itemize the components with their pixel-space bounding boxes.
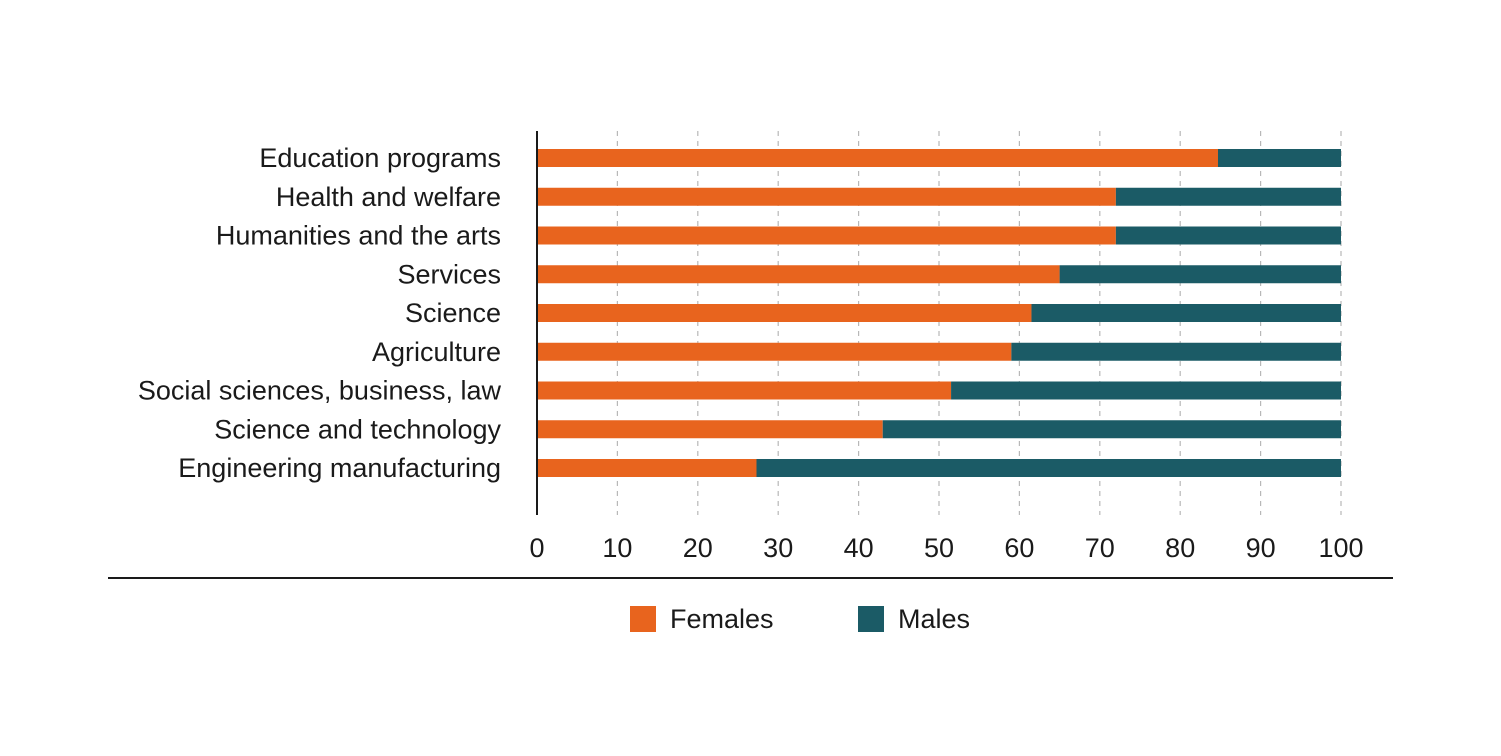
legend-swatch-females	[630, 606, 656, 632]
category-label-7: Science and technology	[214, 414, 501, 444]
category-label-4: Science	[405, 298, 501, 328]
category-label-1: Health and welfare	[276, 182, 501, 212]
category-labels: Education programs Health and welfare Huma…	[138, 143, 502, 483]
bar-females-6	[537, 381, 952, 400]
bar-females-1	[537, 187, 1116, 206]
bar-males-3	[1059, 265, 1341, 284]
legend-swatch-males	[858, 606, 884, 632]
bar-males-0	[1217, 149, 1341, 167]
category-label-0: Education programs	[259, 143, 501, 173]
category-label-8: Engineering manufacturing	[178, 453, 501, 483]
legend-label-females: Females	[670, 604, 774, 634]
category-label-2: Humanities and the arts	[216, 221, 501, 251]
x-tick-label-20: 20	[683, 533, 713, 563]
x-tick-label-0: 0	[529, 533, 544, 563]
bar-males-1	[1115, 187, 1341, 206]
bar-females-7	[537, 420, 883, 439]
bar-females-5	[537, 342, 1012, 361]
x-tick-label-40: 40	[844, 533, 874, 563]
x-tick-label-70: 70	[1085, 533, 1115, 563]
bar-males-8	[756, 459, 1341, 477]
bar-females-4	[537, 304, 1032, 322]
bar-females-2	[537, 226, 1116, 245]
bar-males-6	[951, 381, 1341, 400]
category-label-5: Agriculture	[372, 337, 501, 367]
legend: Females Males	[630, 604, 970, 634]
bar-males-4	[1031, 304, 1341, 322]
bars	[537, 149, 1341, 477]
bar-females-0	[537, 149, 1218, 167]
bar-females-8	[537, 459, 757, 477]
category-label-6: Social sciences, business, law	[138, 376, 502, 406]
category-label-3: Services	[397, 259, 501, 289]
x-tick-labels: 0 10 20 30 40 50 60 70 80 90 100	[529, 533, 1363, 563]
x-tick-label-30: 30	[763, 533, 793, 563]
x-tick-label-10: 10	[602, 533, 632, 563]
x-tick-label-50: 50	[924, 533, 954, 563]
bar-males-5	[1011, 342, 1341, 361]
x-tick-label-100: 100	[1318, 533, 1363, 563]
legend-label-males: Males	[898, 604, 970, 634]
x-tick-label-90: 90	[1246, 533, 1276, 563]
bar-males-2	[1115, 226, 1341, 245]
bar-males-7	[882, 420, 1341, 439]
x-tick-label-60: 60	[1004, 533, 1034, 563]
x-tick-label-80: 80	[1165, 533, 1195, 563]
bar-females-3	[537, 265, 1060, 284]
